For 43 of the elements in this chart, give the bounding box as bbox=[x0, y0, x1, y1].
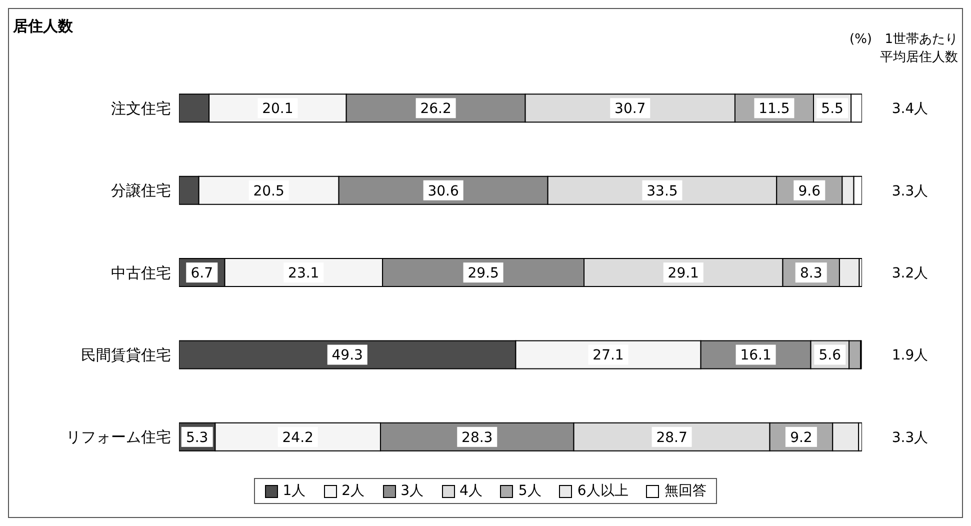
data-label: 49.3 bbox=[332, 348, 363, 364]
data-label: 5.5 bbox=[821, 101, 844, 118]
data-label: 28.3 bbox=[462, 430, 493, 446]
data-label: 11.5 bbox=[758, 101, 790, 118]
data-label: 9.2 bbox=[790, 430, 812, 446]
text: 3.2人 bbox=[892, 265, 928, 282]
text: (%) bbox=[850, 31, 872, 49]
text: 1.9人 bbox=[892, 348, 928, 364]
data-label: 20.1 bbox=[262, 101, 294, 118]
text: 居住人数 bbox=[13, 17, 73, 36]
data-label: 29.5 bbox=[468, 266, 499, 282]
y-tick-label: 分譲住宅 bbox=[111, 182, 171, 200]
y-tick-label: 民間賃貸住宅 bbox=[81, 346, 171, 364]
data-label: 29.1 bbox=[668, 266, 699, 282]
data-label: 8.3 bbox=[800, 266, 822, 282]
legend-label: 5人 bbox=[517, 482, 542, 500]
data-label: 23.1 bbox=[288, 266, 320, 282]
text: 3.3人 bbox=[892, 183, 928, 200]
data-label: 30.7 bbox=[614, 101, 646, 118]
data-label: 30.6 bbox=[428, 183, 459, 200]
legend-label: 2人 bbox=[340, 482, 365, 500]
data-label: 9.6 bbox=[798, 183, 821, 200]
data-label: 20.5 bbox=[253, 183, 284, 200]
data-label: 6.7 bbox=[190, 266, 214, 282]
y-tick-label: リフォーム住宅 bbox=[66, 428, 171, 446]
data-label: 5.3 bbox=[186, 430, 208, 446]
y-tick-label: 中古住宅 bbox=[111, 264, 171, 282]
legend-label: 3人 bbox=[400, 482, 424, 500]
legend-label: 6人以上 bbox=[576, 482, 628, 500]
data-label: 16.1 bbox=[740, 348, 772, 364]
text: 3.3人 bbox=[892, 430, 928, 446]
text: 3.4人 bbox=[892, 101, 928, 118]
y-tick-label: 注文住宅 bbox=[111, 99, 171, 118]
data-label: 26.2 bbox=[420, 101, 452, 118]
data-label: 28.7 bbox=[656, 430, 688, 446]
legend-label: 4人 bbox=[458, 482, 482, 500]
legend-label: 1人 bbox=[282, 482, 306, 500]
data-label: 24.2 bbox=[282, 430, 314, 446]
data-label: 5.6 bbox=[818, 348, 842, 364]
legend-label: 無回答 bbox=[663, 482, 706, 500]
text: 1世帯あたり平均居住人数 bbox=[879, 31, 958, 67]
data-label: 33.5 bbox=[646, 183, 678, 200]
data-label: 27.1 bbox=[592, 348, 624, 364]
